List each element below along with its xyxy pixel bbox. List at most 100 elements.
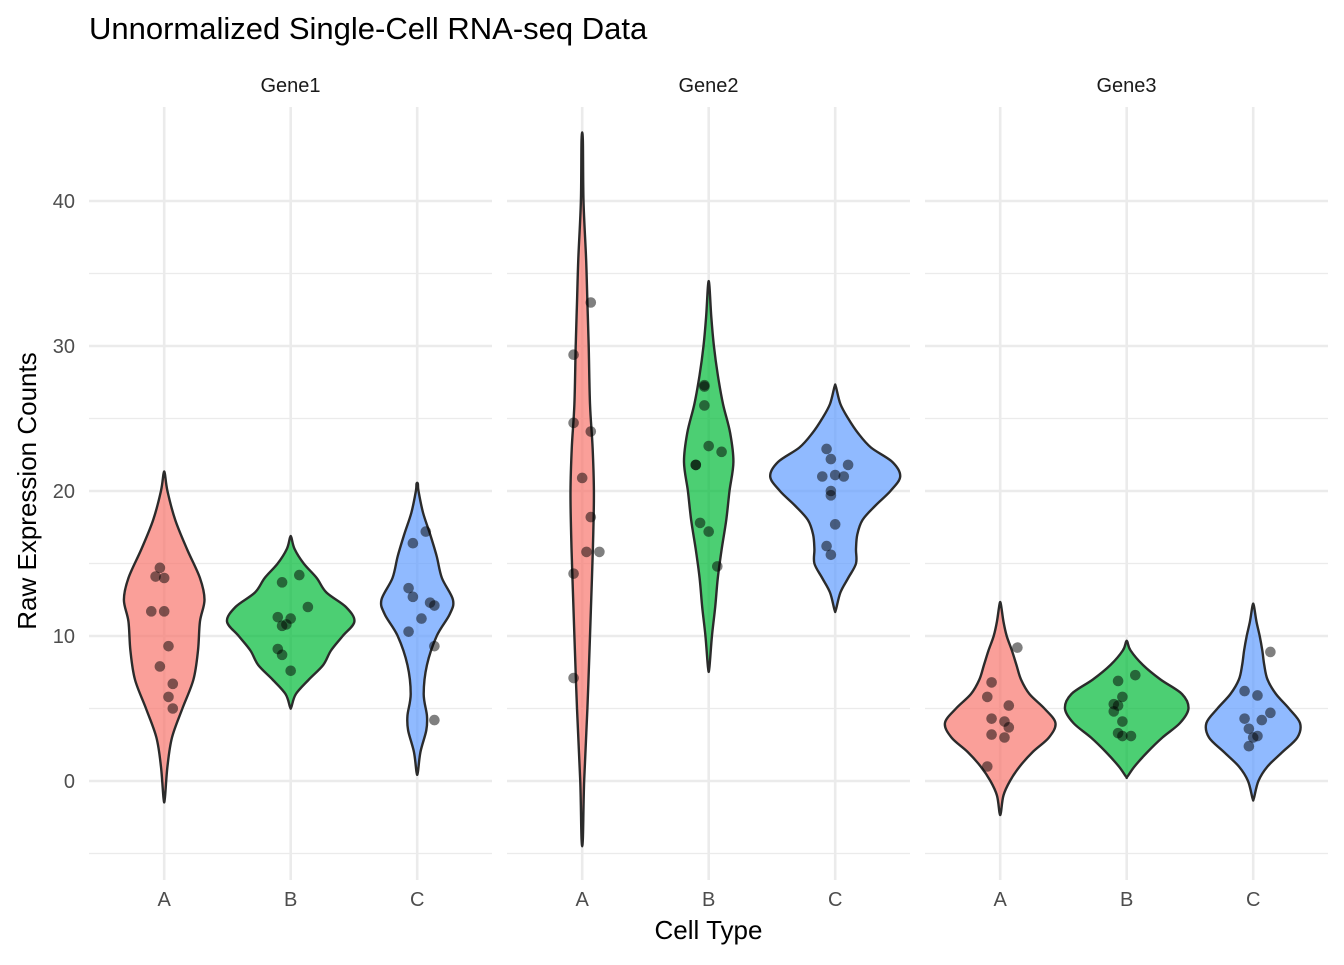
data-point [1012,642,1023,653]
data-point [982,691,993,703]
x-tick-label: A [158,889,172,911]
x-axis-label: Cell Type [655,915,763,945]
data-point [302,601,314,613]
data-point [154,562,166,574]
violin-gene2-a [569,131,596,848]
x-tick-label: B [1120,889,1133,911]
data-point [1265,646,1276,658]
data-point [146,606,157,617]
data-point [1239,685,1250,697]
data-point [585,297,597,308]
facet-label: Gene2 [678,75,738,97]
data-point [294,569,305,581]
y-tick-label: 0 [64,771,75,793]
data-point [829,469,841,481]
data-point [568,349,579,361]
data-point [407,591,419,603]
data-point [585,511,597,523]
x-tick-label: A [994,889,1008,911]
data-point [585,426,597,437]
violin-gene2-b [682,279,735,674]
y-tick-label: 20 [53,481,75,503]
chart-title: Unnormalized Single-Cell RNA-seq Data [89,11,648,46]
data-point [1130,669,1141,681]
data-point [1003,722,1015,733]
data-point [982,761,993,772]
data-point [821,540,832,552]
data-point [817,471,828,482]
data-point [699,381,710,392]
data-point [703,440,714,452]
data-point [403,626,414,637]
data-point [986,677,997,688]
data-point [158,606,170,617]
data-point [1125,730,1137,742]
x-tick-label: C [1246,889,1260,911]
x-tick-label: A [576,889,590,911]
violin-gene3-c [1204,602,1302,802]
data-point [276,649,288,661]
data-point [699,400,710,411]
data-point [1243,740,1255,752]
facet-label: Gene1 [260,75,320,97]
data-point [986,729,997,740]
data-point [1117,730,1128,742]
data-point [1252,690,1263,701]
data-point [568,568,579,579]
data-point [150,571,161,582]
data-point [1239,713,1250,724]
data-point [581,546,592,558]
data-point [821,443,832,455]
data-point [1256,714,1268,726]
violin-gene1-a [122,470,206,804]
data-point [403,582,414,594]
data-point [829,519,841,530]
x-tick-label: B [702,889,715,911]
data-point [568,672,579,684]
points-layer [146,297,1276,772]
data-point [986,713,997,724]
data-point [1265,707,1276,719]
data-point [1247,732,1259,743]
data-point [407,537,419,549]
data-point [285,665,297,677]
data-point [1112,675,1124,687]
y-axis-label: Raw Expression Counts [12,352,42,629]
data-point [690,459,702,471]
x-tick-label: C [410,889,424,911]
data-point [416,613,427,624]
violin-gene1-c [379,481,455,777]
y-tick-label: 10 [53,626,75,648]
data-point [825,490,837,501]
x-tick-label: C [828,889,842,911]
data-point [694,517,706,529]
data-point [272,611,284,623]
data-point [167,703,179,714]
data-point [703,526,714,537]
data-point [1117,716,1128,727]
data-point [167,678,179,690]
data-point [594,546,605,558]
data-point [276,577,288,588]
violin-gene3-a [943,600,1057,817]
y-tick-label: 40 [53,191,75,213]
data-point [163,640,174,652]
data-point [1003,700,1015,711]
x-tick-label: B [284,889,297,911]
y-tick-label: 30 [53,336,75,358]
data-point [429,600,440,611]
data-point [825,549,837,561]
data-point [1117,691,1128,703]
facet-label: Gene3 [1096,75,1156,97]
data-point [576,472,588,484]
violin-gene3-b [1063,639,1190,780]
data-point [163,691,174,703]
data-point [154,661,166,672]
data-point [420,526,432,537]
data-point [158,572,170,584]
data-point [999,732,1010,743]
data-point [716,446,727,458]
data-point [276,620,288,632]
